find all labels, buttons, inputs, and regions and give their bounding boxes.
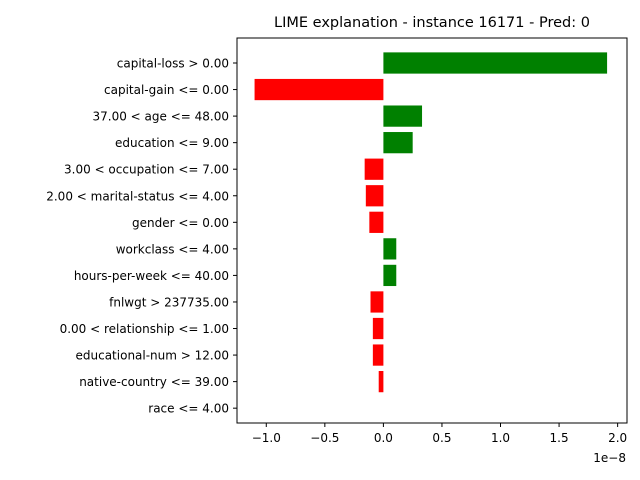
y-tick-label: 37.00 < age <= 48.00	[93, 110, 229, 124]
bar	[365, 185, 384, 207]
bar	[378, 371, 384, 393]
bar	[372, 317, 384, 340]
y-tick-label: gender <= 0.00	[132, 216, 229, 230]
bar	[254, 78, 384, 101]
x-tick-label: 0.0	[374, 431, 393, 445]
y-tick-label: 3.00 < occupation <= 7.00	[64, 163, 229, 177]
bars-layer	[254, 52, 608, 393]
y-tick-label: hours-per-week <= 40.00	[74, 269, 229, 283]
bar	[383, 238, 397, 260]
bar	[383, 264, 397, 287]
x-tick-label: 2.0	[608, 431, 627, 445]
bar	[370, 291, 384, 313]
bar	[383, 105, 423, 127]
bar	[372, 344, 384, 366]
y-tick-labels: capital-loss > 0.00 capital-gain <= 0.00 3…	[46, 57, 237, 416]
bar	[383, 52, 608, 74]
y-tick-label: capital-loss > 0.00	[117, 57, 229, 71]
y-tick-label: 0.00 < relationship <= 1.00	[60, 322, 229, 336]
bar	[369, 211, 384, 233]
x-tick-label: −1.0	[252, 431, 281, 445]
bar	[383, 132, 413, 154]
y-tick-label: fnlwgt > 237735.00	[109, 295, 229, 309]
bar	[364, 158, 384, 180]
chart-title: LIME explanation - instance 16171 - Pred…	[274, 15, 590, 31]
x-ticks: −1.0 −0.5 0.0 0.5 1.0 1.5 2.0	[252, 423, 627, 445]
x-tick-label: 0.5	[432, 431, 451, 445]
x-tick-label: 1.5	[550, 431, 569, 445]
x-tick-label: −0.5	[310, 431, 339, 445]
y-tick-label: education <= 9.00	[115, 136, 229, 150]
y-tick-label: race <= 4.00	[148, 402, 229, 416]
y-tick-label: educational-num > 12.00	[76, 349, 230, 363]
plot-frame	[236, 37, 628, 424]
y-tick-label: workclass <= 4.00	[116, 242, 229, 256]
y-tick-label: native-country <= 39.00	[79, 375, 229, 389]
y-tick-label: capital-gain <= 0.00	[104, 83, 229, 97]
x-scale-offset-label: 1e−8	[593, 451, 626, 465]
y-tick-label: 2.00 < marital-status <= 4.00	[46, 189, 229, 203]
x-tick-label: 1.0	[491, 431, 510, 445]
